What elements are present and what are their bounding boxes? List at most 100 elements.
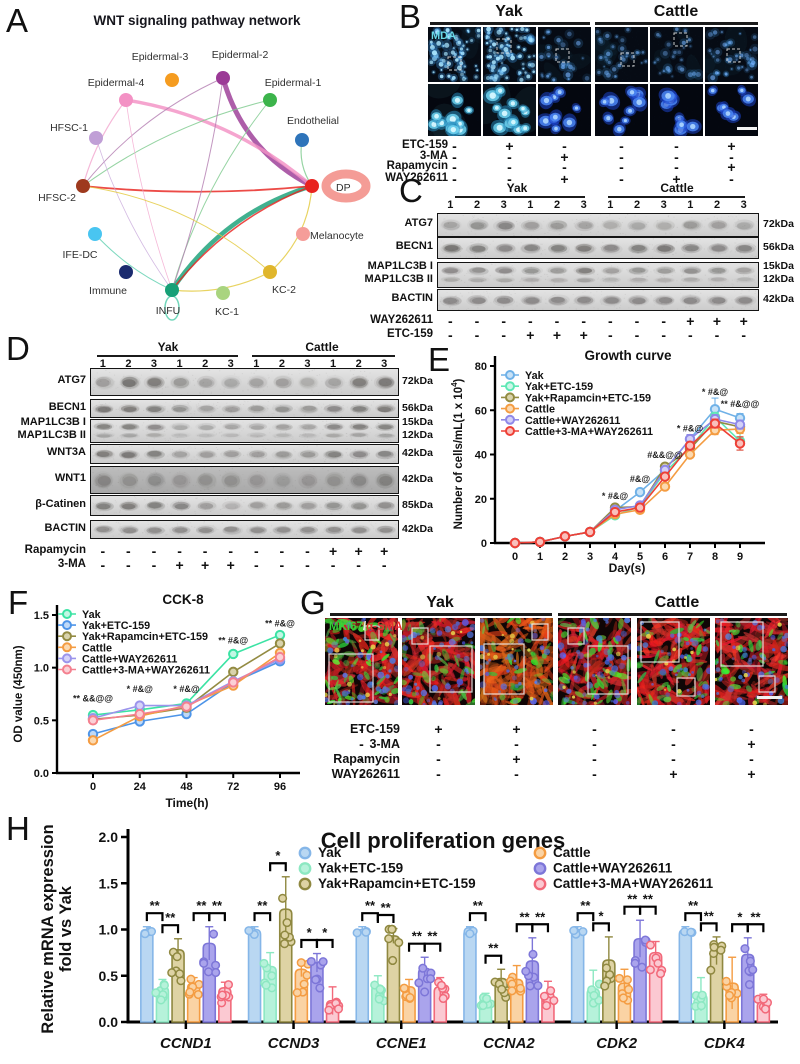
panel-b-group-yak: Yak	[495, 3, 523, 20]
y-tick-label: 0.5	[34, 715, 49, 727]
scatter-dot	[528, 949, 538, 959]
cell-proliferation-genes-chart: 0.0 0.5 1.0 1.5 2.0 Cell proliferation genes R…	[39, 824, 778, 1052]
scatter-dot	[172, 952, 182, 962]
treatment-mark: -	[359, 736, 364, 752]
treatment-mark: -	[514, 766, 519, 782]
treatment-label-way262611: WAY262611	[385, 172, 448, 184]
kda-label: 15kDa	[763, 260, 794, 272]
treatment-mark: +	[526, 327, 535, 343]
y-tick-label: 1.5	[99, 875, 119, 891]
legend-label: Cattle+3-MA+WAY262611	[82, 665, 210, 677]
legend-label: Cattle	[525, 404, 555, 416]
scale-bar	[757, 696, 782, 699]
treatment-mark: +	[434, 721, 443, 737]
network-edge	[82, 77, 224, 187]
panel-c-label: C	[399, 172, 423, 209]
network-node-epidermal-4	[119, 93, 133, 107]
y-tick-label: 2.0	[99, 829, 119, 845]
x-tick-label: 6	[662, 551, 668, 563]
stain-label-mda: MDA	[431, 30, 457, 42]
significance-bracket	[484, 954, 503, 964]
significance-label: **	[165, 910, 176, 925]
y-tick-label: 20	[475, 494, 487, 506]
x-axis-label: Time(h)	[165, 796, 208, 810]
data-point	[134, 708, 145, 720]
blot-β-catinen	[90, 495, 399, 516]
category-label: CCNE1	[376, 1035, 427, 1052]
treatment-mark: +	[201, 557, 210, 573]
significance-label: **	[473, 898, 484, 913]
lane-number: 3	[500, 199, 507, 211]
x-tick-label: 48	[180, 781, 192, 793]
treatment-mark: -	[562, 138, 567, 154]
treatment-label-way262611: WAY262611	[370, 314, 433, 326]
treatment-mark: +	[727, 159, 736, 175]
treatment-mark: -	[674, 159, 679, 175]
bar	[570, 928, 585, 1023]
bar	[355, 928, 370, 1023]
chart-title: Cell proliferation genes	[321, 828, 566, 853]
lane-number: 3	[381, 358, 388, 370]
legend-label: Yak+ETC-159	[318, 861, 403, 876]
significance-bracket	[531, 923, 550, 933]
panel-g-label: G	[300, 584, 326, 621]
scatter-dot	[521, 966, 531, 976]
network-node-label: Epidermal-1	[265, 77, 322, 89]
data-point	[228, 666, 239, 678]
significance-annotation: * #&@	[702, 387, 729, 397]
lane-number: 1	[99, 358, 106, 370]
scatter-dot	[653, 958, 663, 968]
data-point	[181, 701, 192, 712]
panel-g-micrographs	[295, 586, 800, 796]
lane-number: 3	[304, 358, 311, 370]
scatter-dot	[438, 993, 448, 1004]
scatter-dot	[744, 979, 755, 990]
treatment-mark: -	[749, 721, 754, 737]
lane-number: 1	[607, 199, 614, 211]
treatment-mark: -	[452, 138, 457, 154]
scatter-dot	[622, 975, 632, 985]
lane-number: 3	[580, 199, 587, 211]
data-point	[87, 735, 99, 746]
treatment-mark: -	[634, 327, 640, 343]
treatment-mark: -	[507, 159, 512, 175]
legend-label: Cattle	[82, 642, 112, 654]
chart-title: Growth curve	[584, 348, 672, 363]
scatter-dot	[637, 962, 647, 972]
treatment-mark: +	[747, 736, 756, 752]
series-line	[514, 422, 741, 544]
scatter-dot	[716, 945, 726, 955]
data-point	[709, 418, 721, 429]
scatter-dot	[199, 958, 209, 968]
treatment-mark: +	[505, 138, 514, 154]
treatment-mark: -	[671, 721, 676, 737]
x-tick-label: 7	[687, 551, 693, 563]
kda-label: 72kDa	[402, 375, 433, 387]
blot-label: MAP1LC3B I	[367, 260, 433, 272]
treatment-mark: -	[507, 149, 512, 165]
significance-label: **	[381, 900, 392, 915]
network-edge	[169, 183, 315, 293]
scatter-dot	[299, 979, 309, 989]
blot-label: MAP1LC3B I	[20, 416, 86, 428]
treatment-mark: -	[436, 736, 441, 752]
treatment-mark: -	[452, 171, 457, 187]
treatment-mark: -	[607, 313, 613, 329]
treatment-mark: -	[305, 543, 310, 559]
blot-label: ATG7	[404, 217, 433, 229]
treatment-mark: +	[686, 313, 695, 329]
legend-label: Yak+Rapamcin+ETC-159	[318, 876, 476, 891]
y-tick-label: 80	[475, 361, 487, 373]
blot-atg7	[437, 213, 759, 237]
treatment-mark: +	[380, 543, 389, 559]
treatment-mark: +	[739, 313, 748, 329]
bar	[140, 928, 154, 1023]
panel-c-group-cattle: Cattle	[660, 181, 694, 195]
treatment-mark: +	[354, 543, 363, 559]
scatter-dot	[539, 991, 549, 1001]
significance-bracket	[515, 923, 534, 933]
significance-bracket	[192, 912, 211, 922]
panel-b-label: B	[399, 0, 422, 35]
significance-label: *	[322, 925, 328, 940]
scatter-dot	[624, 984, 634, 994]
